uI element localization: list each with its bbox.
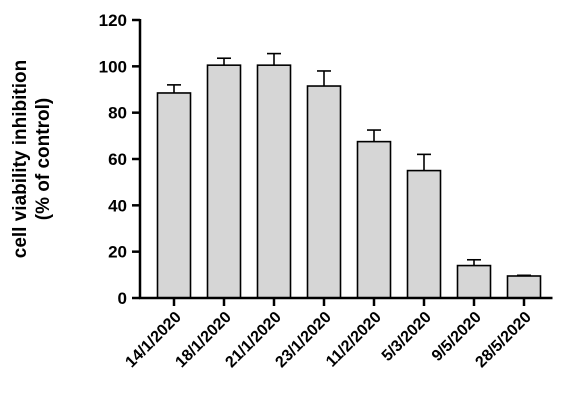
bars (156, 52, 542, 299)
y-tick-label: 20 (108, 243, 127, 262)
error-bar (317, 70, 331, 87)
y-tick-label: 100 (99, 57, 127, 76)
bar (506, 275, 542, 299)
error-bar (267, 52, 281, 66)
error-bar (417, 153, 431, 171)
y-tick-label: 0 (118, 289, 127, 308)
error-bar (367, 129, 381, 142)
x-axis: 14/1/202018/1/202021/1/202023/1/202011/2… (122, 296, 553, 371)
error-bar (167, 84, 181, 93)
bar (406, 169, 442, 299)
y-tick-label: 80 (108, 104, 127, 123)
y-axis-label-line1: cell viability inhibition (10, 60, 31, 258)
y-axis-label: cell viability inhibition (% of control) (10, 60, 54, 258)
error-bar (517, 274, 531, 277)
bar (156, 92, 192, 299)
x-tick-label: 5/3/2020 (379, 309, 435, 365)
y-tick-label: 60 (108, 150, 127, 169)
y-tick-label: 40 (108, 196, 127, 215)
bar (206, 64, 242, 299)
bar (306, 85, 342, 299)
bar (356, 140, 392, 299)
error-bar (217, 57, 231, 66)
y-tick-label: 120 (99, 11, 127, 30)
x-tick-label: 11/2/2020 (323, 309, 385, 371)
bar (456, 264, 492, 299)
y-axis: 0 20 40 60 80 100 120 (99, 11, 142, 308)
y-axis-label-line2: (% of control) (33, 98, 54, 220)
bar (256, 64, 292, 299)
error-bar (467, 258, 481, 266)
